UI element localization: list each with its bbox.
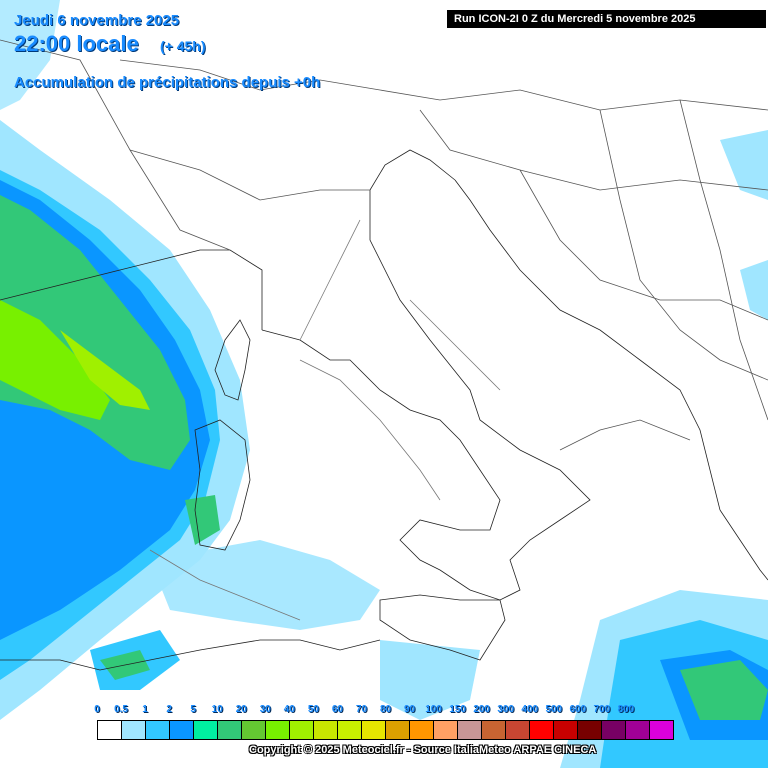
legend-label: 0 xyxy=(94,704,100,715)
legend-label: 1 xyxy=(142,704,148,715)
legend-swatch xyxy=(434,721,458,739)
legend-label: 400 xyxy=(521,704,539,715)
legend-swatch xyxy=(602,721,626,739)
legend-label: 10 xyxy=(211,704,223,715)
legend-swatch xyxy=(506,721,530,739)
legend-label: 20 xyxy=(235,704,247,715)
legend-swatch xyxy=(218,721,242,739)
legend-label: 50 xyxy=(307,704,319,715)
legend-swatch xyxy=(650,721,673,739)
legend-label: 5 xyxy=(190,704,196,715)
legend-swatch xyxy=(122,721,146,739)
legend-swatch xyxy=(146,721,170,739)
legend-label: 600 xyxy=(569,704,587,715)
legend-label: 300 xyxy=(497,704,515,715)
copyright-text: Copyright © 2025 Meteociel.fr - Source I… xyxy=(249,744,597,756)
legend-labels: 0 0.5 1 2 5 10 20 30 40 50 60 70 80 90 100 150 200 300 400… xyxy=(94,704,684,720)
legend-swatch xyxy=(242,721,266,739)
legend-label: 30 xyxy=(259,704,271,715)
legend-colorbar xyxy=(97,720,674,740)
legend-label: 500 xyxy=(545,704,563,715)
legend-label: 200 xyxy=(473,704,490,715)
forecast-time: 22:00 locale xyxy=(14,31,139,56)
legend-swatch xyxy=(362,721,386,739)
forecast-date: Jeudi 6 novembre 2025 xyxy=(14,12,180,29)
legend-swatch xyxy=(386,721,410,739)
legend-swatch xyxy=(170,721,194,739)
legend-label: 700 xyxy=(593,704,611,715)
legend-swatch xyxy=(482,721,506,739)
field-title: Accumulation de précipitations depuis +0… xyxy=(14,74,321,91)
legend-label: 80 xyxy=(379,704,392,715)
legend-label: 70 xyxy=(355,704,368,715)
legend-swatch xyxy=(290,721,314,739)
legend-swatch xyxy=(98,721,122,739)
legend-label: 60 xyxy=(331,704,343,715)
legend-swatch xyxy=(338,721,362,739)
forecast-offset: (+ 45h) xyxy=(160,38,206,54)
legend-swatch xyxy=(554,721,578,739)
legend-label: 2 xyxy=(166,704,172,715)
legend-swatch xyxy=(266,721,290,739)
legend-label: 40 xyxy=(283,704,295,715)
legend-swatch xyxy=(626,721,650,739)
run-info-banner: Run ICON-2I 0 Z du Mercredi 5 novembre 2… xyxy=(447,10,766,28)
legend-label: 800 xyxy=(617,704,635,715)
legend-swatch xyxy=(578,721,602,739)
coastlines-and-borders xyxy=(0,39,768,671)
legend-label: 90 xyxy=(403,704,416,715)
legend-swatch xyxy=(530,721,554,739)
legend-swatch xyxy=(410,721,434,739)
legend-swatch xyxy=(194,721,218,739)
legend-label: 150 xyxy=(449,704,466,715)
legend-label: 100 xyxy=(425,704,442,715)
legend-label: 0.5 xyxy=(114,704,128,715)
legend-swatch xyxy=(314,721,338,739)
legend-swatch xyxy=(458,721,482,739)
